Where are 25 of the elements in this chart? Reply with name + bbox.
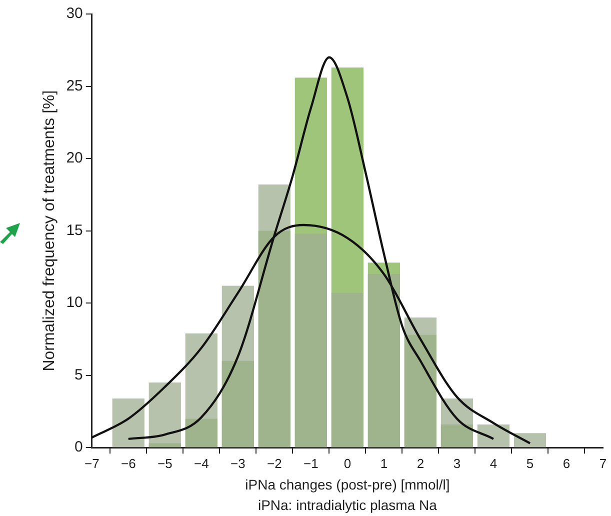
y-axis-title: Normalized frequency of treatments [%] (41, 90, 58, 372)
y-tick-label: 25 (66, 77, 83, 94)
x-tick-label: 1 (380, 456, 388, 471)
x-tick-label: 4 (490, 456, 498, 471)
y-tick-label: 30 (66, 5, 83, 22)
x-tick-label: 2 (416, 456, 424, 471)
x-tick-label: −4 (194, 456, 209, 471)
x-tick-label: −2 (267, 456, 282, 471)
x-axis-title: iPNa changes (post-pre) [mmol/l] (245, 476, 450, 492)
y-tick-label: 5 (74, 366, 83, 384)
x-tick-label: −3 (230, 456, 246, 471)
y-tick-label: 15 (66, 222, 83, 239)
x-tick-label: −1 (304, 456, 318, 471)
x-tick-label: −7 (84, 456, 100, 471)
y-tick-label: 20 (66, 150, 83, 167)
x-tick-label: 3 (453, 456, 461, 471)
x-tick-label: 6 (562, 456, 570, 471)
x-tick-label: 5 (526, 456, 534, 471)
x-tick-label: −6 (120, 456, 136, 471)
y-tick-label: 10 (66, 294, 83, 312)
x-tick-label: 0 (344, 456, 352, 471)
x-tick-label: −5 (157, 456, 172, 471)
y-tick-label: 0 (74, 438, 83, 456)
x-tick-label: 7 (599, 456, 607, 471)
text: iPNa: intradialytic plasma Na (258, 497, 438, 513)
